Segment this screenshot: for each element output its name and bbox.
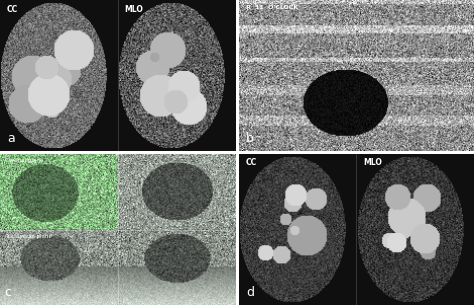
Text: CC: CC: [246, 158, 257, 167]
Text: c: c: [5, 286, 12, 299]
Text: b: b: [246, 132, 254, 145]
Text: Transverse plane: Transverse plane: [5, 234, 52, 239]
Text: CC: CC: [7, 5, 18, 13]
Text: a: a: [7, 132, 15, 145]
Text: R  11  O'CLOCK: R 11 O'CLOCK: [246, 5, 298, 9]
Text: Coronal plane: Coronal plane: [5, 158, 43, 163]
Text: d: d: [246, 286, 254, 299]
Text: MLO: MLO: [364, 158, 383, 167]
Text: MLO: MLO: [125, 5, 144, 13]
